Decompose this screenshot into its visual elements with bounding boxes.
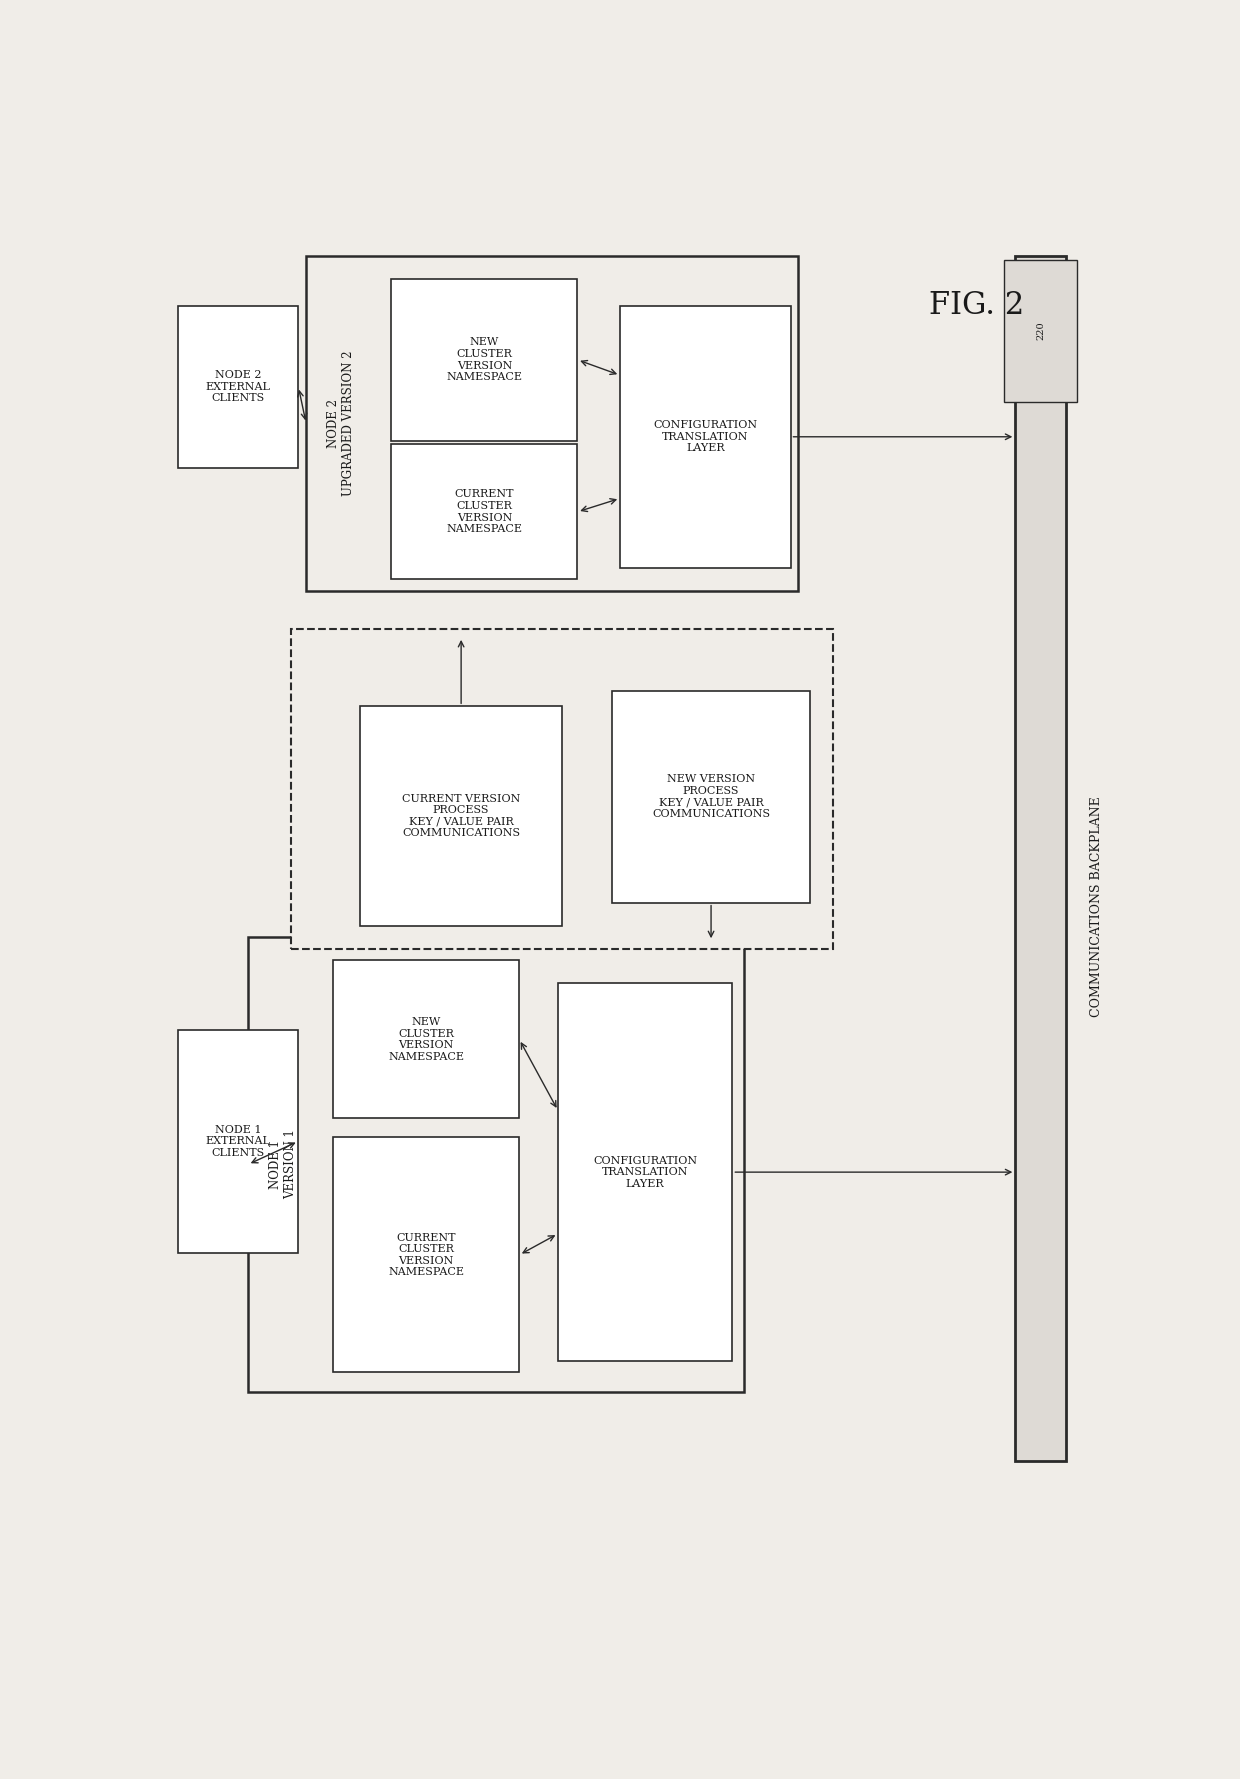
Bar <box>620 306 791 568</box>
Text: CURRENT VERSION
PROCESS
KEY / VALUE PAIR
COMMUNICATIONS: CURRENT VERSION PROCESS KEY / VALUE PAIR… <box>402 793 521 838</box>
Bar <box>392 279 578 441</box>
Text: NODE 1
VERSION 1: NODE 1 VERSION 1 <box>269 1130 296 1199</box>
Bar <box>392 445 578 580</box>
Text: NEW
CLUSTER
VERSION
NAMESPACE: NEW CLUSTER VERSION NAMESPACE <box>388 1018 464 1062</box>
Bar <box>558 984 733 1361</box>
Bar <box>334 961 520 1119</box>
Bar <box>361 706 562 925</box>
Bar <box>179 306 299 468</box>
Text: CURRENT
CLUSTER
VERSION
NAMESPACE: CURRENT CLUSTER VERSION NAMESPACE <box>388 1233 464 1277</box>
Bar <box>1016 256 1065 1461</box>
Bar <box>334 1137 520 1372</box>
Bar <box>179 1030 299 1252</box>
Text: NODE 2
UPGRADED VERSION 2: NODE 2 UPGRADED VERSION 2 <box>327 350 355 496</box>
Bar <box>290 630 833 948</box>
Text: NEW VERSION
PROCESS
KEY / VALUE PAIR
COMMUNICATIONS: NEW VERSION PROCESS KEY / VALUE PAIR COM… <box>652 774 770 818</box>
Text: CONFIGURATION
TRANSLATION
LAYER: CONFIGURATION TRANSLATION LAYER <box>653 420 758 454</box>
Bar <box>248 938 744 1391</box>
Bar <box>613 690 810 902</box>
Text: NODE 1
EXTERNAL
CLIENTS: NODE 1 EXTERNAL CLIENTS <box>206 1124 270 1158</box>
Text: FIG. 2: FIG. 2 <box>929 290 1024 322</box>
Text: NEW
CLUSTER
VERSION
NAMESPACE: NEW CLUSTER VERSION NAMESPACE <box>446 338 522 382</box>
Text: 220: 220 <box>1035 322 1045 340</box>
Text: CONFIGURATION
TRANSLATION
LAYER: CONFIGURATION TRANSLATION LAYER <box>593 1156 697 1188</box>
Bar <box>1003 260 1078 402</box>
Bar <box>306 256 799 591</box>
Text: CURRENT
CLUSTER
VERSION
NAMESPACE: CURRENT CLUSTER VERSION NAMESPACE <box>446 489 522 534</box>
Text: NODE 2
EXTERNAL
CLIENTS: NODE 2 EXTERNAL CLIENTS <box>206 370 270 404</box>
Text: COMMUNICATIONS BACKPLANE: COMMUNICATIONS BACKPLANE <box>1090 797 1104 1018</box>
